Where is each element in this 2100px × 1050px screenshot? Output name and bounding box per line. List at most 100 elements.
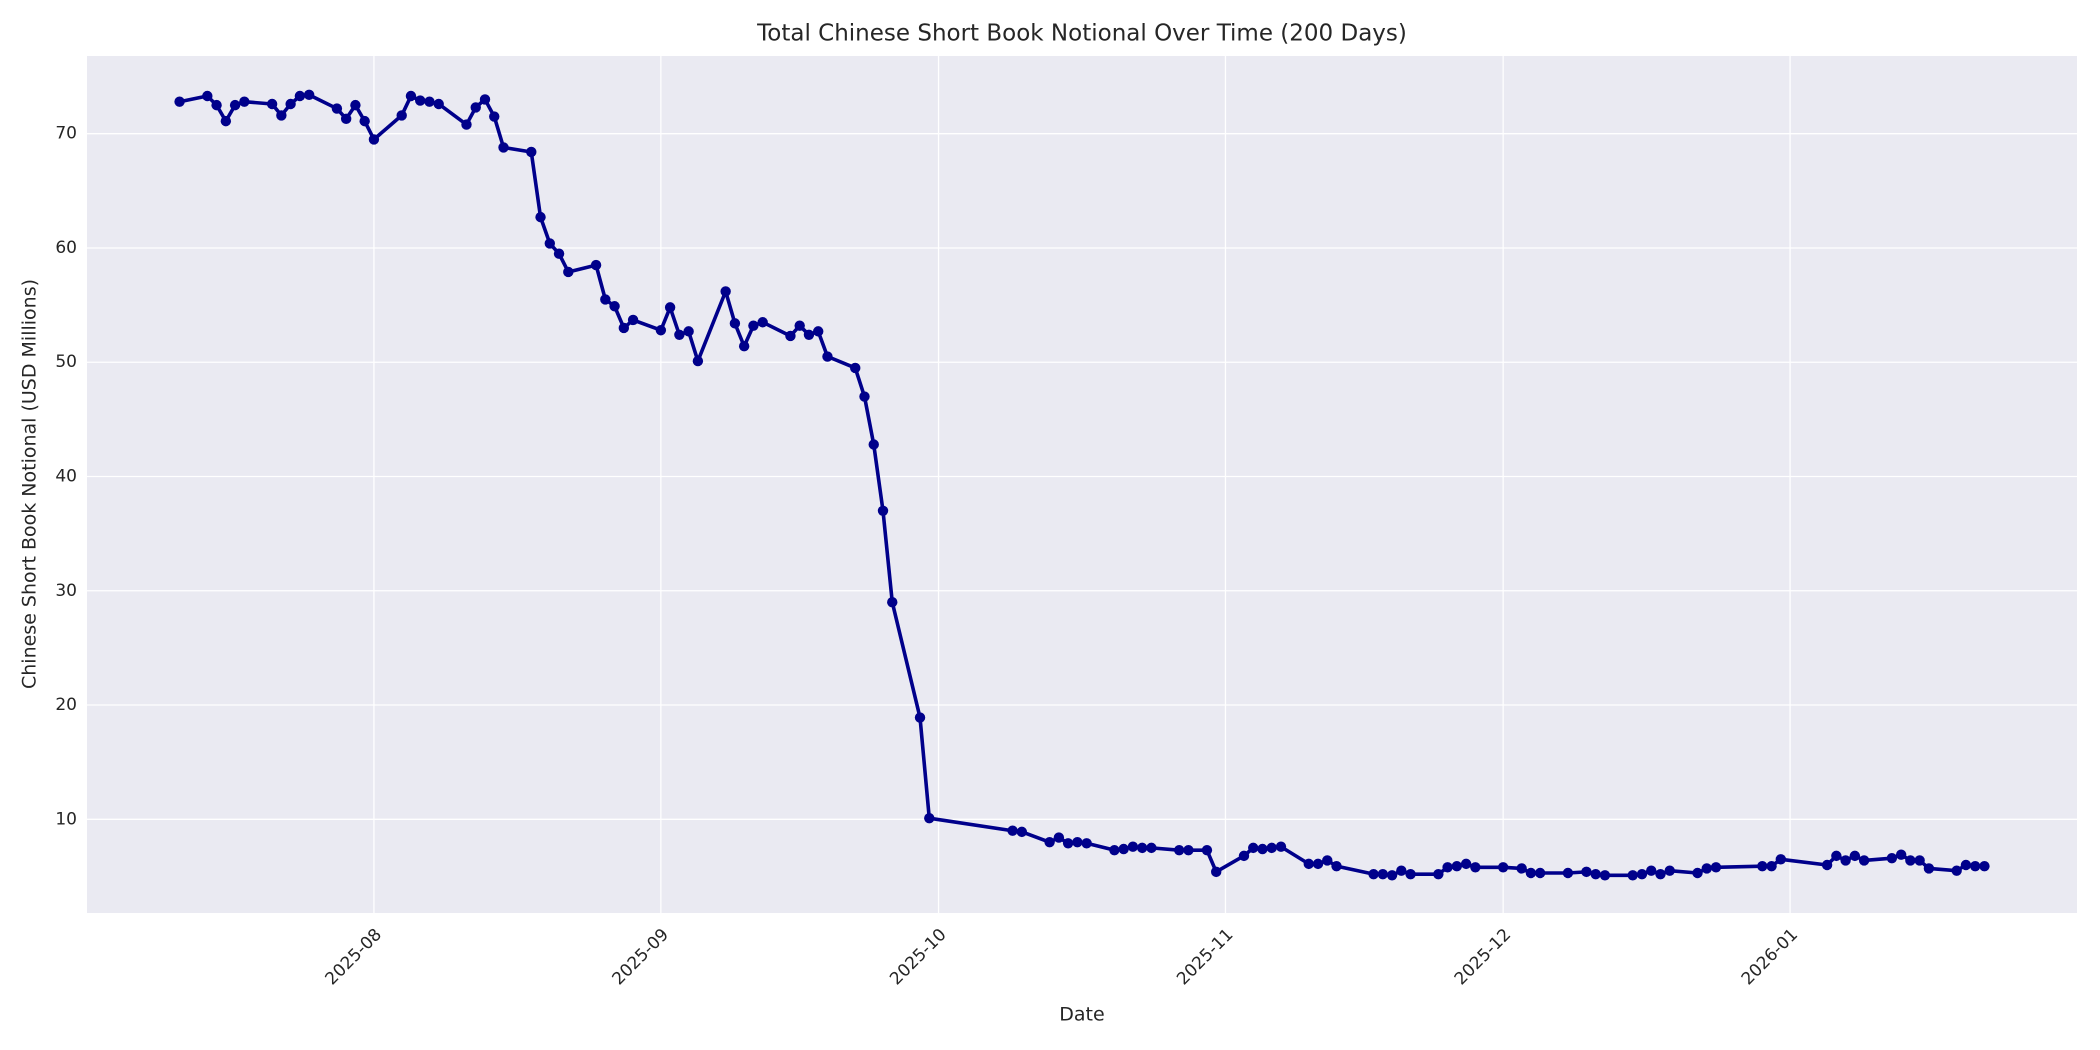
data-point xyxy=(618,322,630,334)
data-point xyxy=(850,362,861,374)
data-point xyxy=(1136,842,1148,854)
data-point xyxy=(1062,838,1074,849)
data-point xyxy=(822,351,833,362)
data-point xyxy=(1312,858,1324,870)
x-tick-label: 2025-08 xyxy=(322,925,386,989)
chart-title: Total Chinese Short Book Notional Over T… xyxy=(756,21,1407,47)
data-point xyxy=(868,439,879,450)
data-point xyxy=(1266,842,1277,854)
data-point xyxy=(738,341,750,352)
data-point xyxy=(359,115,370,127)
data-point xyxy=(1627,870,1638,881)
data-point xyxy=(914,712,926,723)
data-point xyxy=(350,99,361,111)
data-point xyxy=(174,96,185,107)
data-point xyxy=(877,505,889,516)
data-point xyxy=(368,134,380,145)
data-point xyxy=(1072,836,1083,848)
x-tick-label: 2026-01 xyxy=(1738,925,1802,989)
data-point xyxy=(1127,841,1139,852)
data-point xyxy=(887,596,898,608)
data-point xyxy=(1368,868,1379,880)
data-point xyxy=(627,314,639,326)
y-tick-label: 40 xyxy=(55,467,77,487)
data-point xyxy=(757,317,768,328)
data-point xyxy=(609,301,620,312)
x-tick-label: 2025-11 xyxy=(1173,925,1237,989)
data-point xyxy=(1303,858,1314,870)
data-point xyxy=(1460,858,1472,870)
data-point xyxy=(1201,844,1213,856)
data-point xyxy=(1433,868,1444,880)
data-point xyxy=(229,99,241,111)
data-point xyxy=(461,119,472,130)
y-axis-label: Chinese Short Book Notional (USD Million… xyxy=(19,279,41,689)
y-tick-label: 70 xyxy=(55,124,77,144)
x-axis-label: Date xyxy=(1059,1004,1104,1026)
x-tick-label: 2025-12 xyxy=(1451,925,1515,989)
data-point xyxy=(1858,855,1870,866)
data-point xyxy=(1979,860,1990,872)
data-point xyxy=(803,329,815,341)
data-point xyxy=(211,99,222,111)
data-point xyxy=(1257,843,1268,855)
data-point xyxy=(1322,855,1333,866)
data-point xyxy=(1664,865,1675,876)
data-point xyxy=(1331,860,1342,872)
y-tick-label: 10 xyxy=(55,809,77,829)
data-point xyxy=(720,286,731,297)
data-point xyxy=(1007,825,1018,836)
data-point xyxy=(294,90,306,102)
data-point xyxy=(1710,862,1722,873)
data-point xyxy=(239,96,250,107)
data-point xyxy=(1118,843,1129,855)
data-point xyxy=(1960,859,1972,871)
data-point xyxy=(1109,844,1120,856)
data-point xyxy=(674,329,685,341)
data-point xyxy=(535,211,546,223)
y-tick-label: 50 xyxy=(55,352,77,372)
data-point xyxy=(1053,832,1065,843)
data-point xyxy=(1840,855,1851,866)
data-point xyxy=(813,326,824,337)
data-point xyxy=(1581,866,1592,878)
data-point xyxy=(424,96,435,107)
y-tick-label: 30 xyxy=(55,581,77,601)
data-point xyxy=(1905,855,1916,866)
data-point xyxy=(1969,860,1981,872)
data-point xyxy=(1275,841,1287,852)
data-point xyxy=(1636,868,1648,880)
data-point xyxy=(479,94,491,105)
data-point xyxy=(1923,863,1935,874)
data-point xyxy=(276,110,287,121)
data-point xyxy=(498,142,509,153)
data-point xyxy=(683,326,694,337)
x-tick-label: 2025-09 xyxy=(609,925,673,989)
data-point xyxy=(1442,862,1453,873)
data-point xyxy=(553,248,565,259)
data-point xyxy=(1016,826,1028,838)
data-point xyxy=(785,330,796,342)
data-point xyxy=(1849,850,1861,862)
data-point xyxy=(396,110,407,121)
data-point xyxy=(729,318,741,329)
data-point xyxy=(1183,844,1194,856)
data-point xyxy=(794,320,805,331)
data-point xyxy=(600,294,611,305)
data-point xyxy=(1525,867,1537,879)
data-point xyxy=(1655,868,1666,880)
data-point xyxy=(1534,867,1546,879)
data-point xyxy=(1757,860,1768,872)
data-point xyxy=(1396,865,1407,876)
data-point xyxy=(1646,865,1657,876)
data-point xyxy=(331,103,343,114)
data-point xyxy=(415,95,426,106)
data-point xyxy=(692,355,704,367)
data-point xyxy=(563,266,574,278)
data-point xyxy=(1405,868,1416,880)
data-point xyxy=(303,89,315,101)
data-point xyxy=(340,113,352,125)
data-point xyxy=(1451,860,1463,872)
data-point xyxy=(1701,863,1712,874)
